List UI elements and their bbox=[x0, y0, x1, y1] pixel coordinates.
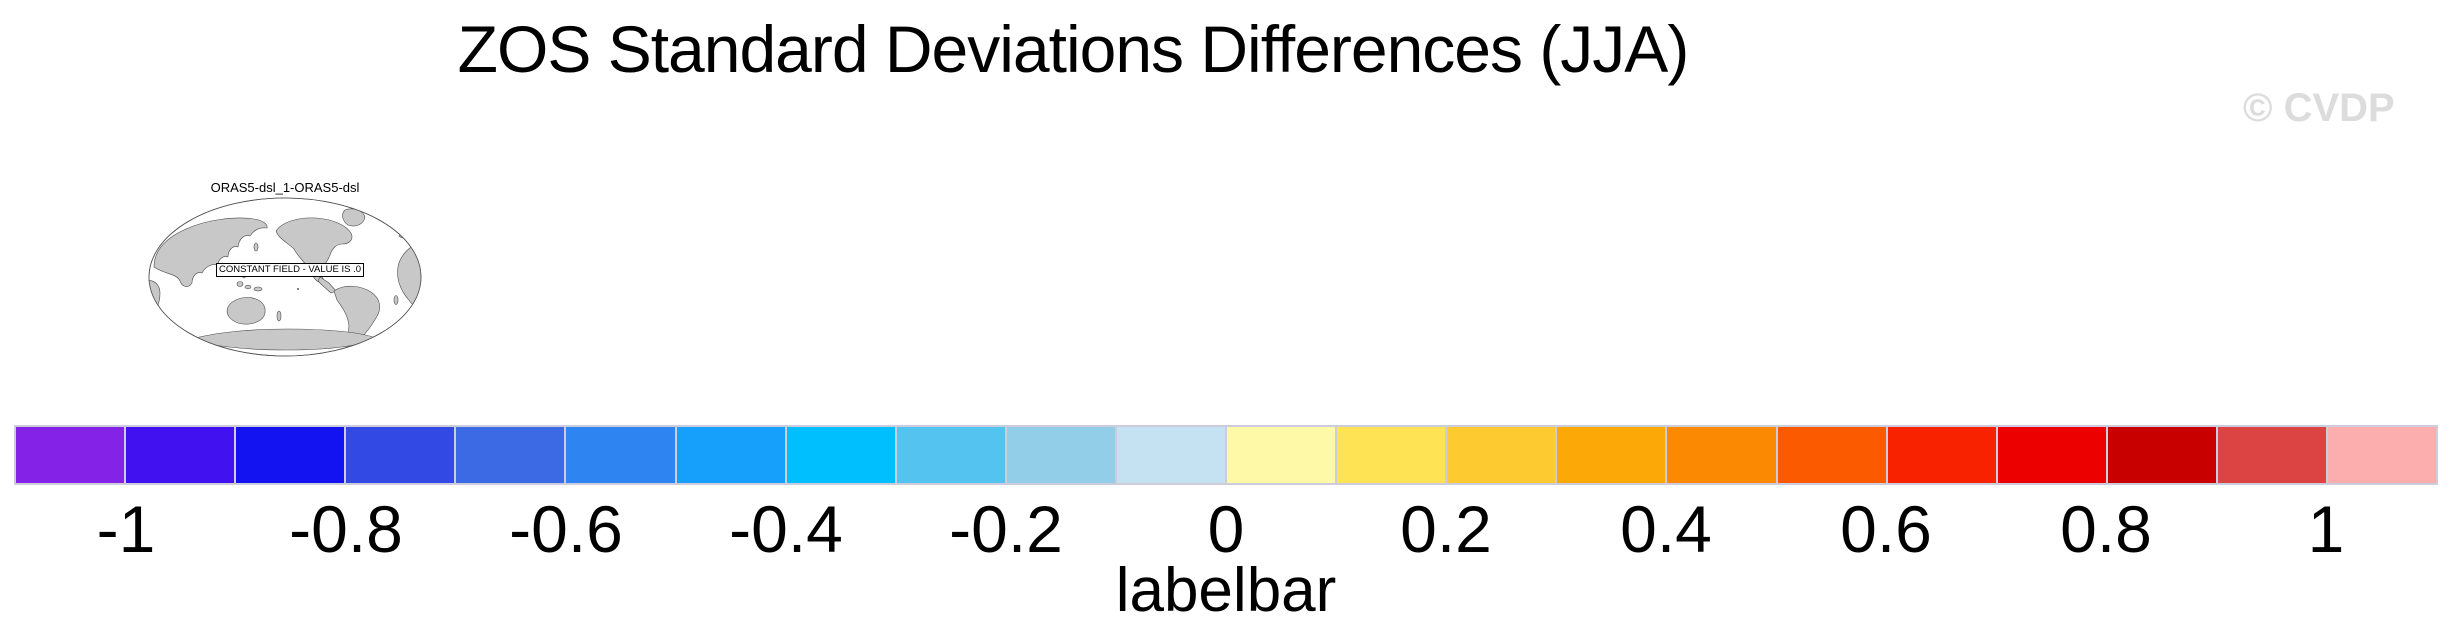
colorbar-box bbox=[126, 427, 235, 483]
colorbar-box bbox=[1006, 427, 1115, 483]
colorbar-box bbox=[1337, 427, 1446, 483]
colorbar-tick-label: -1 bbox=[96, 492, 156, 566]
island-pacific-dot bbox=[297, 288, 300, 291]
colorbar-box bbox=[1557, 427, 1666, 483]
colorbar-box bbox=[1777, 427, 1886, 483]
colorbar-tick-label: -0.4 bbox=[729, 492, 843, 566]
colorbar-box bbox=[1227, 427, 1336, 483]
land-europe bbox=[398, 218, 421, 239]
colorbar-tick-label: -0.8 bbox=[289, 492, 403, 566]
colorbar-box bbox=[1447, 427, 1556, 483]
colorbar-boxes bbox=[16, 427, 2437, 483]
land-south-america bbox=[333, 285, 380, 342]
colorbar-box bbox=[16, 427, 125, 483]
colorbar-box bbox=[1887, 427, 1996, 483]
colorbar-tick-label: 0.8 bbox=[2060, 492, 2152, 566]
colorbar-box bbox=[236, 427, 345, 483]
colorbar-box bbox=[2327, 427, 2437, 483]
island-madagascar bbox=[393, 295, 399, 305]
map-panel: ORAS5-dsl_1-ORAS5-dsl bbox=[148, 180, 422, 357]
colorbar-box bbox=[1997, 427, 2106, 483]
island-newguinea bbox=[253, 286, 263, 292]
colorbar-ticks: -1 -0.8 -0.6 -0.4 -0.2 0 0.2 0.4 0.6 0.8 1 bbox=[16, 496, 2436, 566]
colorbar-box bbox=[1667, 427, 1776, 483]
constant-field-annotation: CONSTANT FIELD - VALUE IS .0 bbox=[215, 263, 365, 278]
colorbar-tick-label: -0.2 bbox=[949, 492, 1063, 566]
colorbar-caption: labelbar bbox=[1115, 556, 1337, 625]
island-borneo bbox=[236, 281, 244, 287]
colorbar-tick-label: 0.4 bbox=[1620, 492, 1712, 566]
colorbar-box bbox=[1116, 427, 1226, 483]
colorbar-box bbox=[2107, 427, 2216, 483]
colorbar-tick-label: -0.6 bbox=[509, 492, 623, 566]
colorbar bbox=[14, 425, 2438, 485]
colorbar-box bbox=[786, 427, 895, 483]
colorbar-box bbox=[896, 427, 1005, 483]
colorbar-tick-label: 0.2 bbox=[1400, 492, 1492, 566]
colorbar-box bbox=[346, 427, 455, 483]
land-shapes bbox=[149, 208, 421, 351]
colorbar-box bbox=[456, 427, 565, 483]
cvdp-watermark: © CVDP bbox=[2243, 86, 2395, 130]
colorbar-box bbox=[566, 427, 675, 483]
colorbar-box bbox=[2217, 427, 2326, 483]
island-japan bbox=[253, 242, 259, 252]
island-sumatra bbox=[244, 284, 252, 290]
land-central-america bbox=[317, 276, 337, 294]
map-panel-title: ORAS5-dsl_1-ORAS5-dsl bbox=[210, 180, 360, 195]
page-title: ZOS Standard Deviations Differences (JJA… bbox=[457, 12, 1690, 86]
colorbar-tick-label: 0 bbox=[1207, 492, 1245, 566]
island-newzealand bbox=[276, 310, 282, 322]
land-australia bbox=[226, 297, 266, 325]
land-eurasia bbox=[153, 217, 268, 287]
colorbar-box bbox=[676, 427, 785, 483]
map-outline-top bbox=[148, 197, 422, 357]
colorbar-tick-label: 1 bbox=[2307, 492, 2345, 566]
colorbar-tick-label: 0.6 bbox=[1840, 492, 1932, 566]
